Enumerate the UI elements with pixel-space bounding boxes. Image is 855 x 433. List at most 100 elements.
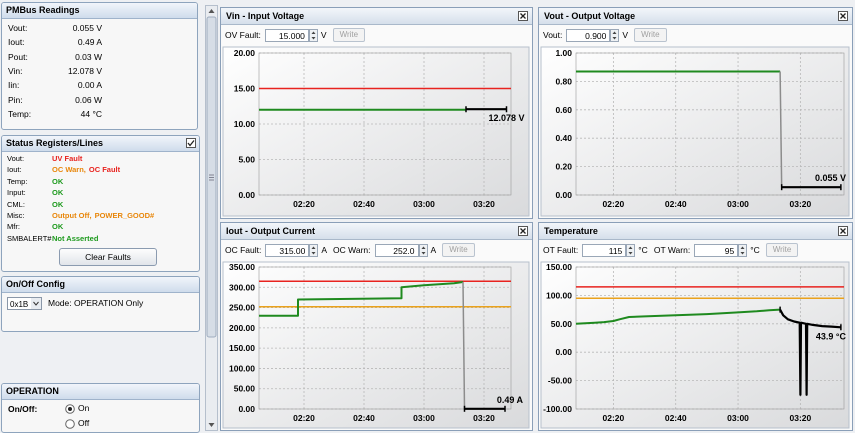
y-tick-label: -50.00 bbox=[548, 376, 572, 386]
spinner-box bbox=[610, 28, 620, 42]
y-tick-label: 10.00 bbox=[234, 119, 256, 129]
chart-title: Temperature bbox=[544, 226, 598, 236]
reading-row: Iout: 0.49 A bbox=[8, 37, 102, 47]
spinner-box bbox=[308, 28, 318, 42]
y-tick-label: -100.00 bbox=[543, 404, 572, 414]
reading-row: Iin: 0.00 A bbox=[8, 80, 102, 90]
y-tick-label: 0.20 bbox=[555, 162, 572, 172]
y-tick-label: 50.00 bbox=[234, 384, 256, 394]
control-unit: °C bbox=[638, 245, 648, 255]
controls-row: OT Fault: 115 °C OT Warn: 95 °C Write bbox=[543, 242, 799, 258]
x-tick-label: 03:20 bbox=[473, 413, 495, 423]
spinner[interactable] bbox=[418, 243, 428, 257]
control-label: OT Fault: bbox=[543, 245, 579, 255]
x-tick-label: 03:20 bbox=[473, 199, 495, 209]
x-tick-label: 02:40 bbox=[665, 199, 687, 209]
status-label: Input: bbox=[7, 188, 26, 198]
y-tick-label: 300.00 bbox=[229, 282, 255, 292]
status-row: Iout: OC Warn, OC Fault bbox=[7, 165, 123, 174]
reading-label: Iin: bbox=[8, 80, 20, 91]
panel-header: OPERATION bbox=[2, 384, 199, 400]
onoff-panel: On/Off Config 0x1B Mode: OPERATION Only bbox=[1, 276, 200, 332]
status-row: Temp: OK bbox=[7, 177, 66, 186]
value-input[interactable]: 15.000 bbox=[264, 28, 309, 42]
spinner[interactable] bbox=[308, 28, 318, 42]
y-tick-label: 0.00 bbox=[238, 190, 255, 200]
spinner[interactable] bbox=[309, 243, 319, 257]
status-row: Input: OK bbox=[7, 188, 66, 197]
readings-panel: PMBus Readings Vout: 0.055 V Iout: 0.49 A Po… bbox=[1, 2, 198, 130]
close-button[interactable] bbox=[838, 226, 848, 236]
y-tick-label: 5.00 bbox=[238, 155, 255, 165]
x-tick-label: 02:20 bbox=[603, 413, 625, 423]
reading-value: 0.00 A bbox=[77, 80, 102, 91]
spinner-box bbox=[309, 243, 319, 257]
panel-title: Status Registers/Lines bbox=[6, 138, 104, 148]
status-value: Output Off, bbox=[52, 211, 92, 220]
chart: 0.00 5.00 10.00 15.00 20.00 02:20 02:40 03:00 03… bbox=[222, 46, 530, 217]
radio-button[interactable] bbox=[65, 419, 75, 429]
x-tick-label: 02:40 bbox=[665, 413, 687, 423]
controls-row: Vout: 0.900 V Write bbox=[543, 27, 667, 43]
chart-panel: 0.00 5.00 10.00 15.00 20.00 02:20 02:40 03:00 03… bbox=[220, 7, 533, 219]
value-input[interactable]: 95 bbox=[694, 243, 739, 257]
spinner[interactable] bbox=[610, 28, 620, 42]
reading-row: Vout: 0.055 V bbox=[8, 23, 102, 33]
write-button[interactable]: Write bbox=[442, 243, 475, 257]
x-tick-label: 03:00 bbox=[413, 199, 435, 209]
reading-value: 0.055 V bbox=[72, 23, 102, 33]
data-line bbox=[259, 281, 464, 317]
write-button[interactable]: Write bbox=[765, 243, 799, 257]
panel-header: On/Off Config bbox=[2, 277, 199, 293]
spinner-arrows bbox=[612, 31, 617, 39]
y-tick-label: 150.00 bbox=[546, 262, 572, 272]
y-tick-label: 0.00 bbox=[555, 347, 572, 357]
data-line bbox=[575, 308, 781, 325]
write-button[interactable]: Write bbox=[332, 28, 366, 42]
reading-label: Iout: bbox=[8, 37, 25, 48]
close-icon bbox=[520, 228, 526, 234]
close-button[interactable] bbox=[838, 11, 848, 21]
spinner[interactable] bbox=[738, 243, 748, 257]
chart: 0.00 50.00 100.00 150.00 200.00 250.00 300.00 3… bbox=[222, 261, 530, 429]
chart-header: Temperature bbox=[539, 223, 852, 240]
radio-label: Off bbox=[78, 418, 90, 428]
scrollbar[interactable] bbox=[205, 5, 218, 431]
x-tick-label: 03:00 bbox=[727, 199, 749, 209]
checkbox[interactable] bbox=[186, 138, 196, 148]
reading-label: Pout: bbox=[8, 51, 28, 62]
close-button[interactable] bbox=[518, 11, 528, 21]
control-unit: A bbox=[430, 245, 437, 255]
reading-row: Vin: 12.078 V bbox=[8, 66, 102, 76]
x-tick-label: 02:20 bbox=[293, 199, 315, 209]
clear-faults-button[interactable]: Clear Faults bbox=[59, 248, 157, 266]
value-input[interactable]: 315.00 bbox=[265, 243, 310, 257]
status-label: Temp: bbox=[7, 176, 28, 186]
radio-dot bbox=[68, 407, 72, 411]
reading-row: Pin: 0.06 W bbox=[8, 95, 102, 105]
reading-row: Pout: 0.03 W bbox=[8, 52, 102, 62]
y-tick-label: 15.00 bbox=[234, 84, 256, 94]
y-tick-label: 1.00 bbox=[555, 48, 572, 58]
write-button[interactable]: Write bbox=[634, 28, 667, 42]
value-input[interactable]: 115 bbox=[582, 243, 627, 257]
value-input[interactable]: 0.900 bbox=[566, 28, 611, 42]
y-tick-label: 100.00 bbox=[546, 290, 572, 300]
close-icon bbox=[840, 228, 846, 234]
radio-button[interactable] bbox=[65, 404, 75, 414]
status-value: POWER_GOOD# bbox=[94, 211, 155, 220]
control-label: OV Fault: bbox=[225, 30, 261, 40]
y-tick-label: 100.00 bbox=[229, 363, 255, 373]
status-label: SMBALERT# bbox=[7, 233, 52, 243]
status-value: OK bbox=[52, 222, 64, 232]
spinner[interactable] bbox=[626, 243, 636, 257]
mode-text: Mode: OPERATION Only bbox=[48, 298, 144, 308]
chart: 0.00 0.20 0.40 0.60 0.80 1.00 02:20 02:40 03:00 0… bbox=[540, 46, 850, 217]
status-row: Vout: UV Fault bbox=[7, 154, 85, 163]
chart-panel: 0.00 0.20 0.40 0.60 0.80 1.00 02:20 02:40 03:00 0… bbox=[538, 7, 853, 219]
value-input[interactable]: 252.0 bbox=[374, 243, 419, 257]
select[interactable]: 0x1B bbox=[7, 297, 42, 310]
control-unit: A bbox=[321, 245, 328, 255]
x-tick-label: 02:20 bbox=[603, 199, 625, 209]
close-button[interactable] bbox=[518, 226, 528, 236]
